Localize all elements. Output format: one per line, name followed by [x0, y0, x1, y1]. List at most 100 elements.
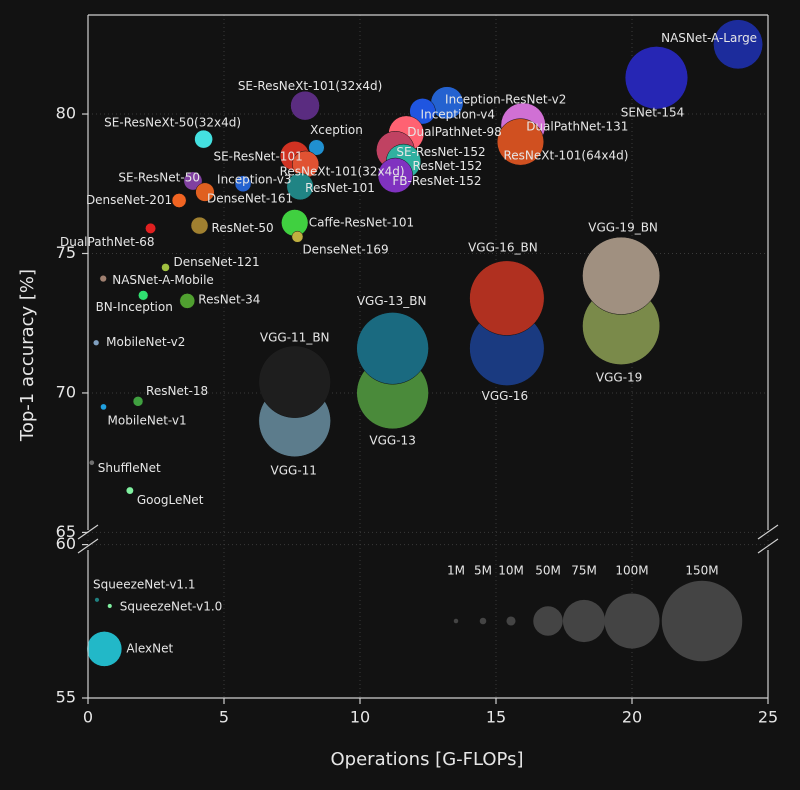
bubble — [138, 290, 149, 301]
point-label: ResNeXt-101(32x4d) — [280, 165, 405, 179]
point-label: VGG-11 — [271, 463, 317, 477]
x-tick-label: 25 — [758, 708, 778, 727]
point-label: MobileNet-v2 — [106, 335, 185, 349]
x-tick-label: 10 — [350, 708, 370, 727]
size-legend-label: 75M — [571, 564, 597, 578]
bubble — [125, 486, 134, 495]
bubble — [194, 129, 213, 149]
point-label: SqueezeNet-v1.1 — [93, 577, 196, 591]
bubble — [496, 118, 545, 166]
point-label: DenseNet-169 — [302, 242, 388, 256]
point-label: VGG-19 — [596, 371, 642, 385]
bubble — [409, 98, 436, 125]
x-tick-label: 0 — [83, 708, 93, 727]
point-label: ResNet-18 — [146, 384, 208, 398]
point-label: DualPathNet-68 — [60, 235, 155, 249]
bubble — [100, 403, 107, 411]
y-axis-label: Top-1 accuracy [%] — [17, 269, 38, 442]
x-axis-label: Operations [G-FLOPs] — [331, 749, 524, 770]
size-legend-bubble — [533, 606, 563, 636]
y-tick-label: 65 — [56, 522, 76, 541]
size-legend-label: 10M — [498, 564, 524, 578]
size-legend-label: 100M — [615, 564, 648, 578]
bubble — [171, 193, 187, 208]
point-label: Inception-v4 — [421, 108, 495, 122]
y-tick-label: 55 — [56, 688, 76, 707]
point-label: VGG-16_BN — [468, 241, 538, 255]
point-label: SE-ResNet-50 — [118, 170, 200, 184]
bubble — [377, 157, 413, 193]
bubble — [234, 175, 252, 193]
bubble — [582, 236, 661, 315]
point-label: ResNet-50 — [212, 221, 274, 235]
y-tick-label: 80 — [56, 104, 76, 123]
point-label: FB-ResNet-152 — [392, 174, 481, 188]
point-label: DenseNet-201 — [86, 193, 172, 207]
y-tick-label: 70 — [56, 382, 76, 401]
point-label: SE-ResNet-101 — [213, 149, 302, 163]
bubble — [88, 459, 95, 466]
y-tick-label: 60 — [56, 534, 76, 553]
size-legend-bubble — [479, 617, 487, 625]
point-label: VGG-16 — [482, 389, 528, 403]
size-legend-bubble — [453, 618, 459, 624]
point-label: DenseNet-121 — [174, 255, 260, 269]
bubble — [161, 263, 170, 272]
size-legend-label: 5M — [474, 564, 492, 578]
point-label: AlexNet — [126, 641, 173, 655]
point-label: SE-ResNeXt-50(32x4d) — [104, 116, 241, 130]
point-label: SE-ResNet-152 — [396, 145, 485, 159]
bubble — [713, 19, 763, 70]
size-legend-label: 150M — [685, 564, 718, 578]
bubble — [290, 90, 320, 121]
bubble — [179, 293, 196, 309]
point-label: BN-Inception — [96, 300, 173, 314]
bubble — [291, 230, 304, 243]
size-legend-label: 1M — [447, 564, 465, 578]
point-label: NASNet-A-Large — [661, 31, 757, 45]
point-label: MobileNet-v1 — [108, 413, 187, 427]
point-label: DualPathNet-98 — [407, 125, 502, 139]
bubble — [308, 139, 325, 156]
bubble — [107, 603, 113, 609]
point-label: VGG-13 — [369, 433, 415, 447]
bubble — [624, 46, 689, 110]
bubble — [469, 260, 545, 336]
point-label: ResNet-34 — [198, 292, 260, 306]
point-label: Inception-ResNet-v2 — [445, 92, 566, 106]
bubble — [86, 631, 123, 667]
point-label: ShuffleNet — [98, 461, 161, 475]
bubble — [190, 216, 209, 235]
size-legend-label: 50M — [535, 564, 561, 578]
point-label: ResNeXt-101(64x4d) — [503, 148, 628, 162]
size-legend-bubble — [506, 616, 516, 626]
point-label: ResNet-152 — [413, 159, 483, 173]
x-tick-label: 20 — [622, 708, 642, 727]
x-tick-label: 15 — [486, 708, 506, 727]
size-legend-bubble — [604, 593, 660, 649]
point-label: VGG-13_BN — [357, 294, 427, 308]
x-tick-label: 5 — [219, 708, 229, 727]
point-label: DenseNet-161 — [207, 192, 293, 206]
bubble — [258, 345, 331, 418]
point-label: Inception-v3 — [217, 172, 291, 186]
point-label: Xception — [310, 123, 363, 137]
point-label: ResNet-101 — [305, 181, 375, 195]
bubble — [132, 396, 144, 407]
bubble — [93, 339, 100, 346]
bubble — [99, 274, 107, 283]
point-label: GoogLeNet — [137, 493, 204, 507]
point-label: SE-ResNeXt-101(32x4d) — [238, 79, 382, 93]
bubble — [286, 172, 314, 201]
point-label: NASNet-A-Mobile — [112, 273, 214, 287]
point-label: SqueezeNet-v1.0 — [120, 599, 223, 613]
bubble — [195, 182, 215, 202]
y-tick-label: 75 — [56, 243, 76, 262]
bubble — [94, 597, 100, 603]
size-legend-bubble — [562, 599, 606, 643]
bubble — [356, 312, 429, 385]
point-label: VGG-19_BN — [588, 220, 658, 234]
point-label: DualPathNet-131 — [526, 120, 628, 134]
size-legend-bubble — [661, 580, 743, 662]
